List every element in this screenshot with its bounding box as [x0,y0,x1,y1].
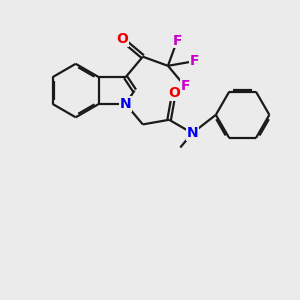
Text: F: F [172,34,182,48]
Text: F: F [190,54,199,68]
Text: O: O [168,86,180,100]
Text: N: N [187,126,198,140]
Text: N: N [120,97,131,111]
Text: F: F [180,79,190,93]
Text: O: O [116,32,128,46]
